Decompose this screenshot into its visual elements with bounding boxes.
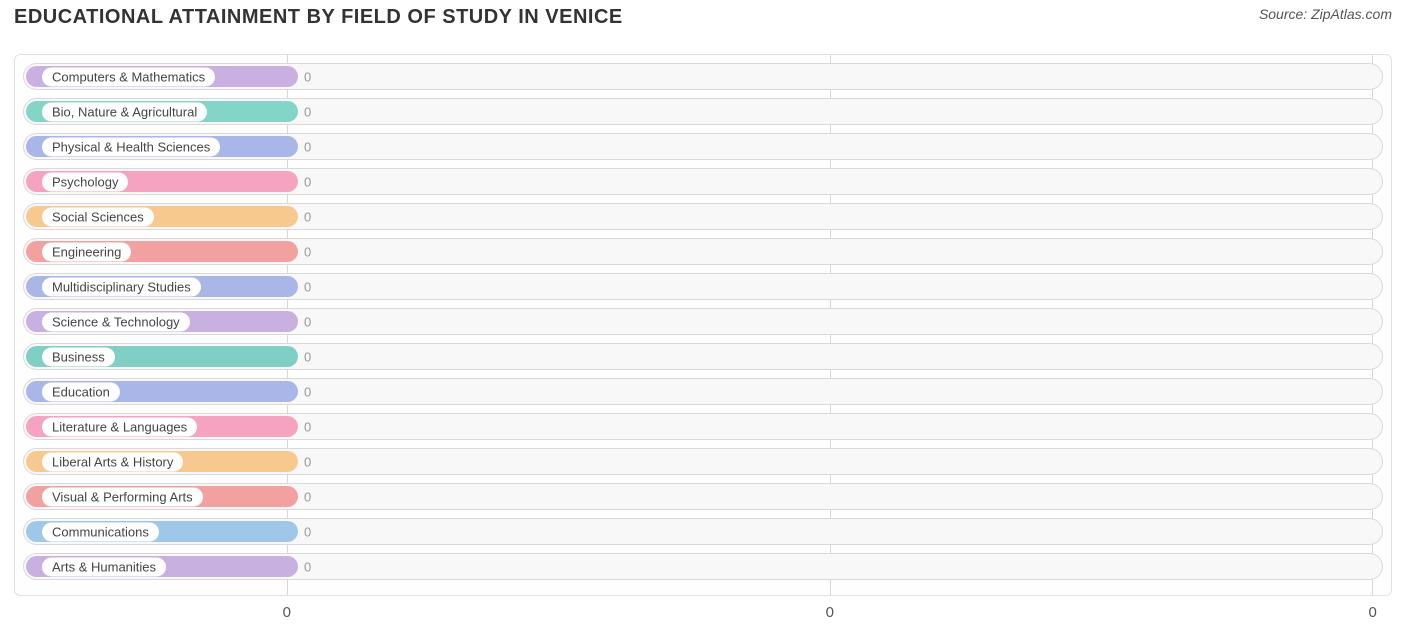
bar-value-label: 0	[304, 524, 311, 539]
bar-track: Bio, Nature & Agricultural 0	[23, 98, 1383, 125]
bar-category-label: Visual & Performing Arts	[42, 487, 203, 506]
bar-track: Engineering 0	[23, 238, 1383, 265]
bar-category-label: Business	[42, 347, 115, 366]
bar-track: Business 0	[23, 343, 1383, 370]
bar-category-label: Science & Technology	[42, 312, 190, 331]
bar-value-label: 0	[304, 559, 311, 574]
bar-value-label: 0	[304, 174, 311, 189]
bar-category-label: Physical & Health Sciences	[42, 137, 220, 156]
bar-value-label: 0	[304, 104, 311, 119]
chart-plot-area: Computers & Mathematics0Bio, Nature & Ag…	[14, 54, 1392, 596]
bar-track: Social Sciences 0	[23, 203, 1383, 230]
header: EDUCATIONAL ATTAINMENT BY FIELD OF STUDY…	[14, 6, 1392, 29]
bar-category-label: Literature & Languages	[42, 417, 197, 436]
bar-category-label: Arts & Humanities	[42, 557, 166, 576]
bar-category-label: Bio, Nature & Agricultural	[42, 102, 207, 121]
x-axis: 0 0 0	[14, 604, 1392, 624]
bar-category-label: Engineering	[42, 242, 131, 261]
bar-track: Computers & Mathematics 0	[23, 63, 1383, 90]
bar-value-label: 0	[304, 244, 311, 259]
chart-title: EDUCATIONAL ATTAINMENT BY FIELD OF STUDY…	[14, 6, 623, 29]
bar-rows: Computers & Mathematics0Bio, Nature & Ag…	[23, 63, 1383, 587]
bar-track: Communications 0	[23, 518, 1383, 545]
bar-value-label: 0	[304, 314, 311, 329]
bar-category-label: Communications	[42, 522, 159, 541]
bar-category-label: Multidisciplinary Studies	[42, 277, 201, 296]
x-axis-tick: 0	[826, 604, 834, 621]
bar-track: Multidisciplinary Studies 0	[23, 273, 1383, 300]
bar-track: Literature & Languages 0	[23, 413, 1383, 440]
bar-category-label: Social Sciences	[42, 207, 154, 226]
bar-category-label: Liberal Arts & History	[42, 452, 183, 471]
bar-value-label: 0	[304, 209, 311, 224]
source-attribution: Source: ZipAtlas.com	[1259, 6, 1392, 22]
bar-value-label: 0	[304, 384, 311, 399]
bar-value-label: 0	[304, 489, 311, 504]
x-axis-tick: 0	[1369, 604, 1377, 621]
bar-category-label: Psychology	[42, 172, 128, 191]
bar-track: Science & Technology 0	[23, 308, 1383, 335]
x-axis-tick: 0	[283, 604, 291, 621]
bar-track: Education 0	[23, 378, 1383, 405]
bar-value-label: 0	[304, 454, 311, 469]
bar-category-label: Education	[42, 382, 120, 401]
bar-track: Psychology 0	[23, 168, 1383, 195]
bar-value-label: 0	[304, 279, 311, 294]
bar-category-label: Computers & Mathematics	[42, 67, 215, 86]
bar-track: Liberal Arts & History 0	[23, 448, 1383, 475]
bar-track: Visual & Performing Arts 0	[23, 483, 1383, 510]
bar-track: Physical & Health Sciences 0	[23, 133, 1383, 160]
bar-track: Arts & Humanities 0	[23, 553, 1383, 580]
bar-value-label: 0	[304, 349, 311, 364]
bar-value-label: 0	[304, 139, 311, 154]
bar-value-label: 0	[304, 69, 311, 84]
bar-value-label: 0	[304, 419, 311, 434]
